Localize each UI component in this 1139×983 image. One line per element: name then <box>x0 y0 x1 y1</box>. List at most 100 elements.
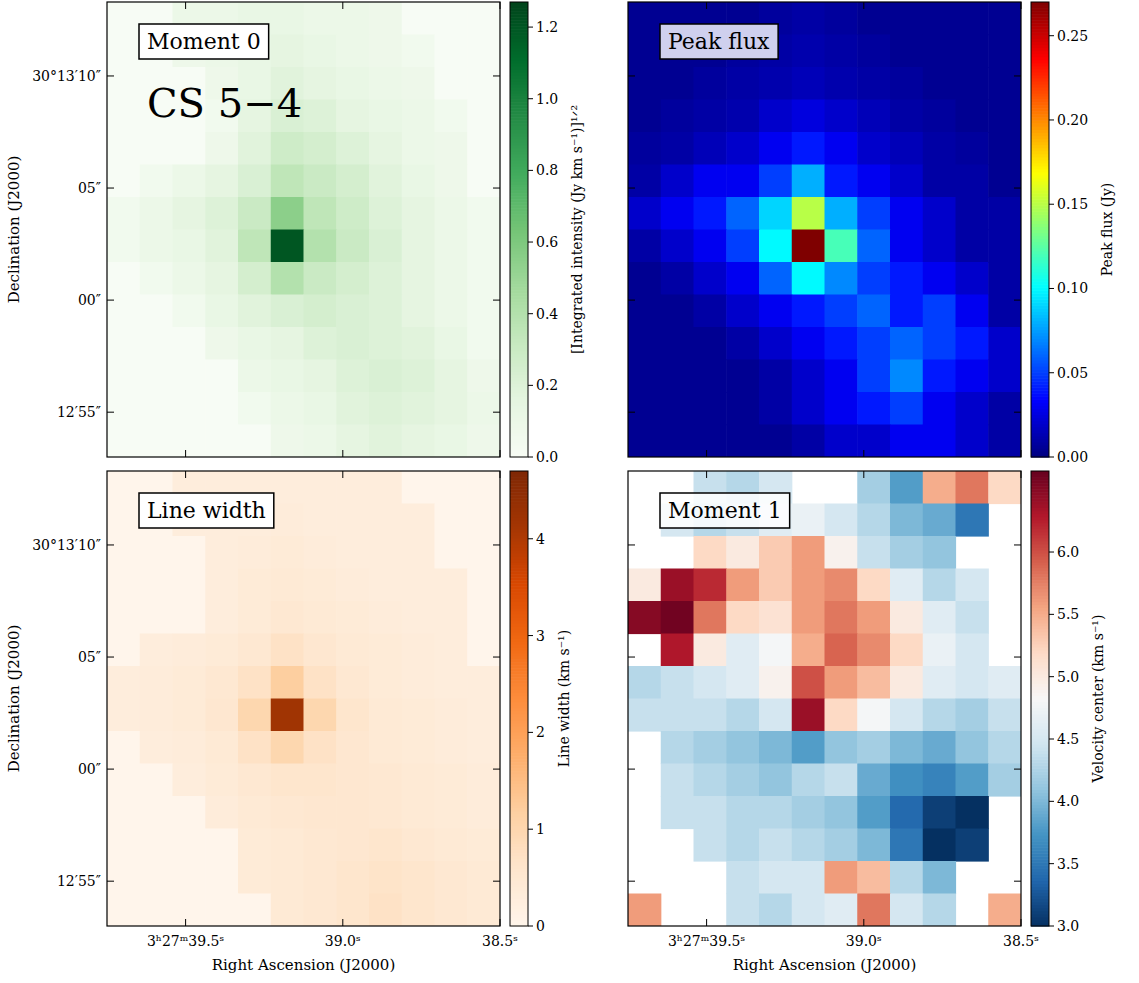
heatmap-cell <box>759 360 792 393</box>
heatmap-cell <box>792 262 825 295</box>
heatmap-cell <box>628 67 661 100</box>
y-tick <box>107 657 114 658</box>
heatmap-cell <box>271 861 304 894</box>
heatmap-cell <box>173 230 206 263</box>
heatmap-cell <box>238 569 271 602</box>
heatmap-cell <box>107 360 140 393</box>
heatmap-cell <box>628 262 661 295</box>
heatmap-cell <box>694 295 727 328</box>
colorbar-tick-label: 2 <box>536 724 545 740</box>
heatmap-cell <box>467 634 500 667</box>
heatmap-cell <box>694 666 727 699</box>
heatmap-cell <box>336 100 369 133</box>
heatmap-cell <box>792 132 825 165</box>
heatmap-cell <box>173 392 206 425</box>
heatmap-cell <box>140 295 173 328</box>
heatmap-cell <box>628 360 661 393</box>
heatmap-cells <box>628 2 1021 457</box>
colorbar-frame <box>510 2 528 457</box>
heatmap-cell <box>857 2 890 35</box>
heatmap-cell <box>304 327 337 360</box>
heatmap-cell <box>857 601 890 634</box>
heatmap-cell <box>792 197 825 230</box>
colorbar-tick-label: 4 <box>536 531 545 547</box>
heatmap-cell <box>205 764 238 797</box>
heatmap-cell <box>825 634 858 667</box>
heatmap-cell <box>694 327 727 360</box>
heatmap-cell <box>956 666 989 699</box>
heatmap-cell <box>304 764 337 797</box>
heatmap-cell <box>140 230 173 263</box>
heatmap-cell <box>923 165 956 198</box>
heatmap-cell <box>726 796 759 829</box>
heatmap-cell <box>759 861 792 894</box>
heatmap-cell <box>304 295 337 328</box>
colorbar-tick <box>1049 204 1054 205</box>
heatmap-cell <box>923 731 956 764</box>
heatmap-cell <box>304 100 337 133</box>
heatmap-cell <box>467 132 500 165</box>
heatmap-cell <box>956 2 989 35</box>
heatmap-cell <box>271 425 304 458</box>
heatmap-cell <box>956 634 989 667</box>
heatmap-cell <box>759 634 792 667</box>
heatmap-cell <box>107 764 140 797</box>
heatmap-cell <box>107 699 140 732</box>
heatmap-cell <box>890 2 923 35</box>
x-tick-label: 39.0ˢ <box>325 933 361 949</box>
heatmap-cell <box>857 295 890 328</box>
colorbar-tick <box>1049 288 1054 289</box>
heatmap-cell <box>435 425 468 458</box>
heatmap-cell <box>140 360 173 393</box>
heatmap-cell <box>107 35 140 68</box>
heatmap-cell <box>336 392 369 425</box>
heatmap-cell <box>336 504 369 537</box>
x-tick <box>706 2 707 9</box>
heatmap-cell <box>759 165 792 198</box>
heatmap-cell <box>988 67 1021 100</box>
colorbar-tick-label: 1 <box>536 821 545 837</box>
heatmap-cell <box>304 796 337 829</box>
heatmap-cell <box>857 132 890 165</box>
heatmap-cell <box>628 392 661 425</box>
heatmap-cell <box>857 327 890 360</box>
colorbar-tick-label: 4.0 <box>1057 793 1079 809</box>
heatmap-cell <box>435 2 468 35</box>
heatmap-cell <box>107 327 140 360</box>
heatmap-cell <box>694 360 727 393</box>
colorbar-tick <box>528 829 533 830</box>
heatmap-cell <box>467 295 500 328</box>
heatmap-cell <box>402 861 435 894</box>
heatmap-cell <box>205 569 238 602</box>
heatmap-cell <box>628 666 661 699</box>
heatmap-cell <box>402 165 435 198</box>
heatmap-cell <box>825 829 858 862</box>
heatmap-cell <box>890 731 923 764</box>
heatmap-cell <box>271 471 304 504</box>
heatmap-cell <box>923 471 956 504</box>
heatmap-cell <box>825 392 858 425</box>
heatmap-cell <box>205 894 238 927</box>
heatmap-cell <box>890 666 923 699</box>
colorbar-tick-label: 0.25 <box>1057 28 1088 44</box>
heatmap-cell <box>402 197 435 230</box>
x-tick <box>500 919 501 926</box>
heatmap-cell <box>369 67 402 100</box>
y-tick <box>1014 188 1021 189</box>
heatmap-cell <box>467 327 500 360</box>
heatmap-cell <box>271 230 304 263</box>
heatmap-cell <box>238 666 271 699</box>
heatmap-cell <box>923 67 956 100</box>
colorbar-tick <box>1049 552 1054 553</box>
heatmap-cell <box>988 699 1021 732</box>
heatmap-cell <box>726 165 759 198</box>
heatmap-cell <box>890 796 923 829</box>
colorbar-tick <box>1049 35 1054 36</box>
heatmap-cell <box>661 360 694 393</box>
heatmap-cell <box>435 894 468 927</box>
heatmap-cell <box>271 262 304 295</box>
heatmap-cell <box>467 666 500 699</box>
heatmap-cell <box>107 165 140 198</box>
heatmap-cell <box>726 634 759 667</box>
heatmap-cell <box>923 894 956 927</box>
